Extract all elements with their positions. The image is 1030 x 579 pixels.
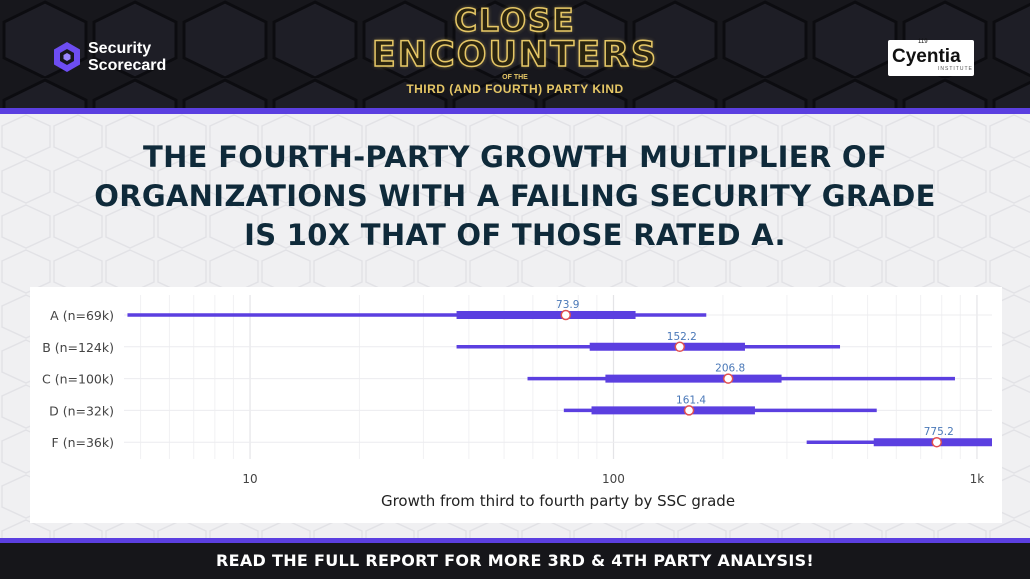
header-divider [0,108,1030,114]
brand-left-line1: Security [88,40,152,57]
category-label: C (n=100k) [42,372,114,387]
category-label: D (n=32k) [49,403,114,418]
median-label: 206.8 [715,363,745,375]
cyentia-institute: INSTITUTE [938,66,973,72]
category-label: B (n=124k) [42,340,114,355]
report-title: CLOSE ENCOUNTERS OF THE THIRD (AND FOURT… [330,3,700,96]
footer-text: READ THE FULL REPORT FOR MORE 3RD & 4TH … [216,551,814,570]
hexagon-logo-icon [54,42,80,72]
main-panel: THE FOURTH-PARTY GROWTH MULTIPLIER OF OR… [0,114,1030,538]
hexagon-background [0,0,1030,110]
footer-banner: READ THE FULL REPORT FOR MORE 3RD & 4TH … [0,543,1030,579]
median-point [722,373,734,384]
cyentia-number: 119 [918,39,928,45]
median-point [674,341,686,353]
headline-line2: ORGANIZATIONS WITH A FAILING SECURITY GR… [94,179,936,213]
headline-line3: IS 10X THAT OF THOSE RATED A. [244,218,786,252]
title-line1: CLOSE [454,3,576,39]
cyentia-name: Cyentia [892,46,961,67]
chart-panel: 10 100 1k Growth from third to fourth party… [30,287,1002,523]
x-tick-label: 10 [242,472,257,486]
cyentia-logo: Cyentia 119 INSTITUTE [888,39,978,80]
title-sub: THIRD (AND FOURTH) PARTY KIND [406,82,624,96]
headline-line1: THE FOURTH-PARTY GROWTH MULTIPLIER OF [143,140,887,174]
median-point [683,405,695,416]
x-tick-label: 1k [970,472,985,486]
category-label: F (n=36k) [52,435,114,450]
title-small: OF THE [502,74,528,81]
median-point [560,309,572,321]
median-label: 152.2 [667,331,697,343]
median-label: 775.2 [924,426,954,438]
median-label: 161.4 [676,394,706,406]
cyentia-logo-box [888,40,974,76]
footer-divider [0,538,1030,543]
x-tick-label: 100 [602,472,625,486]
median-point [931,436,943,448]
headline: THE FOURTH-PARTY GROWTH MULTIPLIER OF OR… [60,138,970,255]
range-chart: 10 100 1k Growth from third to fourth party… [42,295,992,510]
securityscorecard-logo: Security Scorecard [52,40,166,74]
brand-left-line2: Scorecard [88,57,167,74]
median-label: 73.9 [556,299,579,311]
title-line2: ENCOUNTERS [371,35,659,75]
category-label: A (n=69k) [50,308,114,323]
x-axis-title: Growth from third to fourth party by SSC… [381,492,735,510]
header-banner: Security Scorecard CLOSE ENCOUNTERS OF T… [0,0,1030,110]
